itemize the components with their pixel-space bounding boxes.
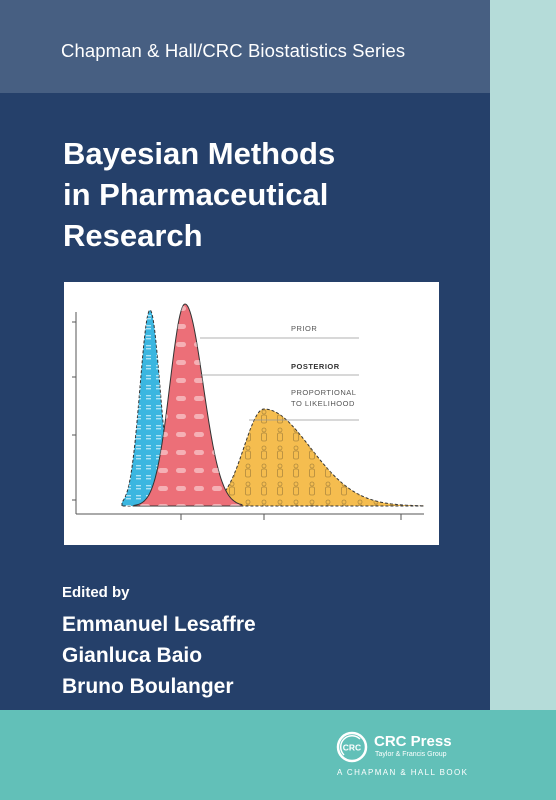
legend-likelihood-label-line2: TO LIKELIHOOD: [291, 399, 355, 408]
distribution-figure: PRIOR POSTERIOR PROPORTIONAL TO LIKELIHO…: [64, 282, 439, 545]
series-title: Chapman & Hall/CRC Biostatistics Series: [61, 40, 406, 61]
book-title-line: in Pharmaceutical: [63, 177, 329, 212]
spine-bottom-band: [490, 710, 556, 800]
book-title-line: Bayesian Methods: [63, 136, 336, 171]
legend-posterior-label: POSTERIOR: [291, 362, 340, 371]
editors-block: Edited by Emmanuel Lesaffre Gianluca Bai…: [62, 583, 256, 702]
publisher-name: CRC Press: [374, 733, 452, 750]
publisher-logo-block: CRC CRC Press Taylor & Francis Group A C…: [336, 731, 486, 783]
crc-logo-text: CRC: [343, 743, 361, 753]
editor-name: Emmanuel Lesaffre: [62, 613, 256, 636]
editor-name: Bruno Boulanger: [62, 675, 234, 698]
distribution-plot: PRIOR POSTERIOR PROPORTIONAL TO LIKELIHO…: [72, 303, 425, 520]
series-band: Chapman & Hall/CRC Biostatistics Series: [0, 0, 490, 93]
publisher-band: [0, 710, 490, 800]
crc-press-logo-icon: CRC: [336, 731, 368, 763]
spine-strip: [490, 0, 556, 800]
legend-prior-label: PRIOR: [291, 324, 317, 333]
legend-likelihood-label-line1: PROPORTIONAL: [291, 388, 356, 397]
book-title-line: Research: [63, 218, 203, 253]
editor-name: Gianluca Baio: [62, 644, 203, 667]
publisher-imprint: A CHAPMAN & HALL BOOK: [337, 768, 469, 777]
book-title: Bayesian Methods in Pharmaceutical Resea…: [63, 133, 335, 256]
publisher-group: Taylor & Francis Group: [375, 751, 447, 758]
edited-by-label: Edited by: [62, 584, 130, 601]
